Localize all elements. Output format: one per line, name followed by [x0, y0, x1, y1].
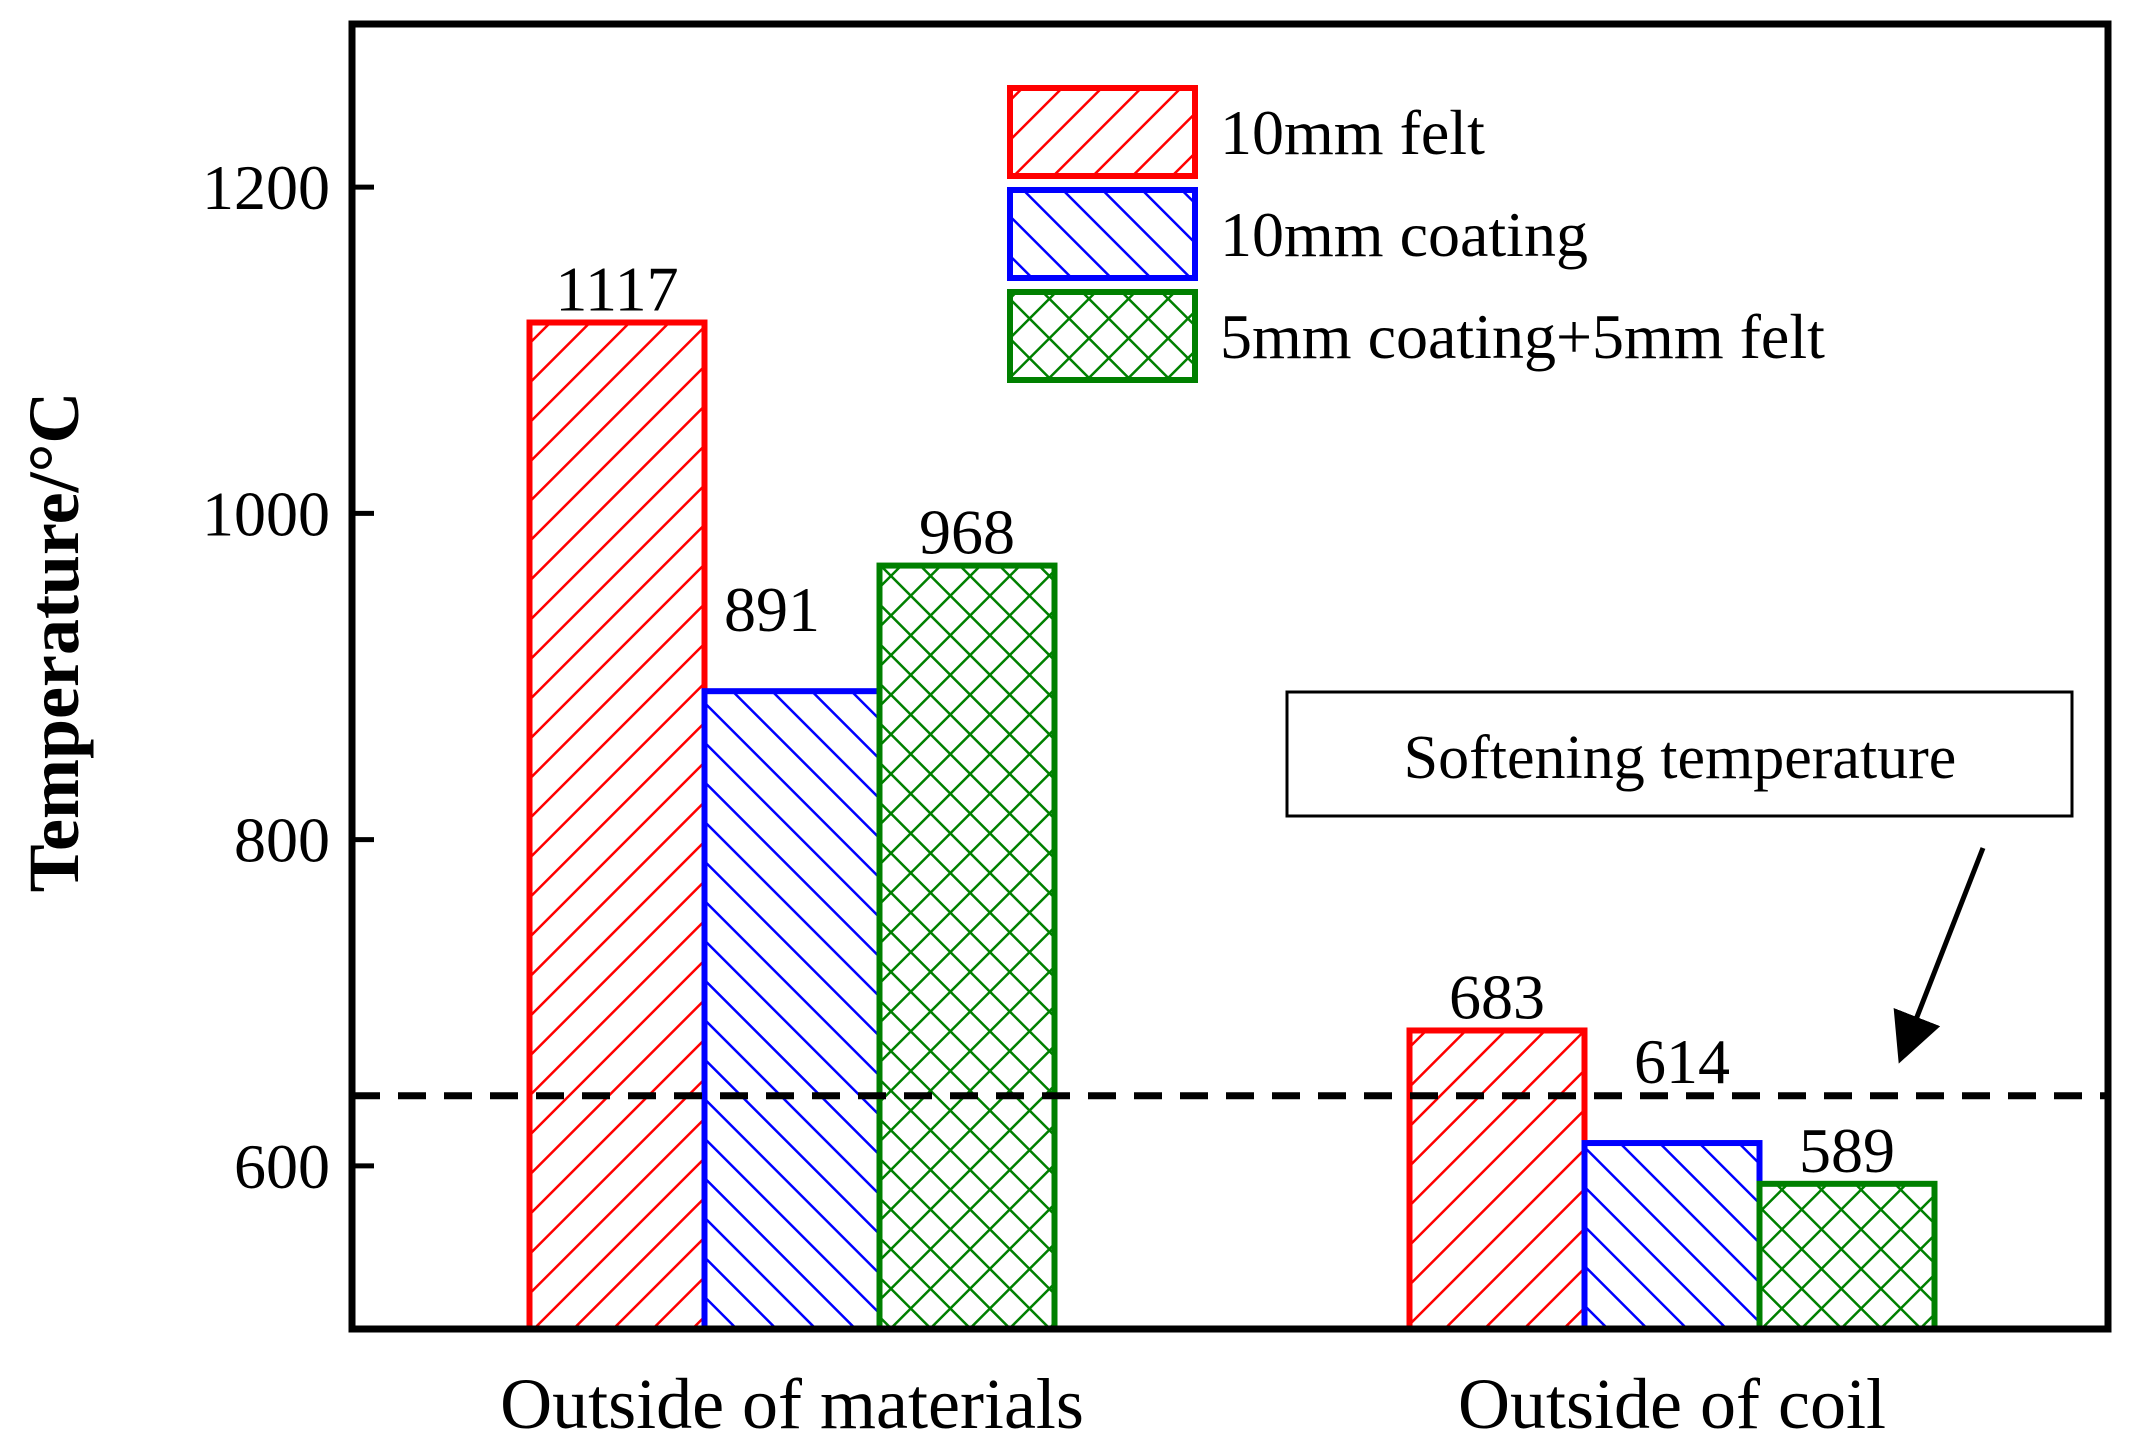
data-labels: 1117 891 968 683 614 589	[555, 254, 1895, 1186]
bar	[526, 319, 708, 1332]
bar	[876, 562, 1058, 1332]
y-axis-title: Temperature/°C	[14, 392, 94, 893]
softening-annotation-box	[1285, 690, 2074, 818]
annotation-arrow	[1893, 847, 1986, 1064]
category-label: Outside of materials	[500, 1364, 1084, 1444]
y-tick-label: 1200	[202, 152, 330, 223]
bar-value-label: 891	[724, 574, 820, 645]
legend-label: 5mm coating+5mm felt	[1220, 301, 1825, 372]
bar	[701, 688, 883, 1332]
bar	[1581, 1140, 1763, 1332]
legend-swatch	[1007, 187, 1198, 281]
legend: 10mm felt 10mm coating 5mm coating+5mm fel…	[1007, 85, 1825, 383]
y-axis-ticks: 600 800 1000 1200	[202, 152, 374, 1202]
bar-value-label: 589	[1799, 1115, 1895, 1186]
y-tick-label: 1000	[202, 478, 330, 549]
bar-value-label: 683	[1449, 961, 1545, 1032]
bar-value-label: 968	[919, 497, 1015, 568]
bar	[1756, 1180, 1938, 1332]
bar	[1406, 1027, 1588, 1332]
y-tick-label: 600	[234, 1131, 330, 1202]
bar-value-label: 1117	[555, 254, 678, 325]
legend-label: 10mm felt	[1220, 97, 1485, 168]
bars	[526, 319, 1938, 1332]
category-label: Outside of coil	[1458, 1364, 1886, 1444]
legend-swatch	[1007, 85, 1198, 179]
softening-annotation-text: Softening temperature	[1404, 724, 1957, 792]
bar-value-label: 614	[1634, 1026, 1730, 1097]
legend-label: 10mm coating	[1220, 199, 1588, 270]
legend-swatch	[1007, 289, 1198, 383]
category-labels: Outside of materials Outside of coil	[500, 1364, 1886, 1444]
y-tick-label: 800	[234, 805, 330, 876]
plot-frame	[348, 20, 2112, 1333]
